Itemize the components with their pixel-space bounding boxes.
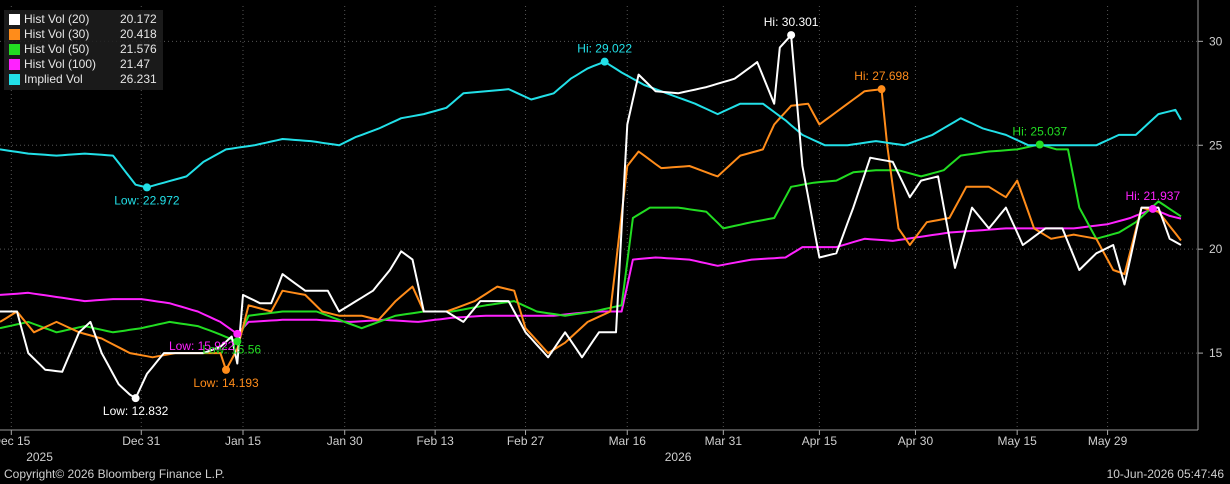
legend-item: Hist Vol (100) 21.47 <box>9 57 157 72</box>
legend-name: Hist Vol (20) <box>24 12 90 26</box>
legend-swatch <box>9 59 20 70</box>
legend-swatch <box>9 74 20 85</box>
series-line-hist-vol-100 <box>0 207 1182 335</box>
extreme-marker <box>600 57 609 66</box>
series-line-hist-vol-50 <box>0 143 1182 343</box>
y-tick-label: 15 <box>1209 346 1223 360</box>
series-line-hist-vol-20 <box>0 34 1182 400</box>
x-tick-label: Mar 16 <box>609 434 647 448</box>
extreme-marker <box>1035 140 1044 149</box>
extreme-marker <box>222 365 231 374</box>
legend-item: Hist Vol (30) 20.418 <box>9 27 157 42</box>
copyright: Copyright© 2026 Bloomberg Finance L.P. <box>4 467 225 481</box>
x-tick-label: Jan 30 <box>327 434 363 448</box>
series-lines <box>0 34 1182 400</box>
year-label: 2025 <box>26 450 53 464</box>
x-tick-label: Feb 13 <box>416 434 454 448</box>
legend-name: Hist Vol (30) <box>24 27 90 41</box>
x-tick-label: Mar 31 <box>705 434 743 448</box>
x-tick-label: Jan 15 <box>225 434 261 448</box>
legend-item: Hist Vol (20) 20.172 <box>9 12 157 27</box>
gridlines <box>0 6 1198 430</box>
extreme-marker <box>233 329 242 338</box>
extreme-label: Low: 22.972 <box>114 193 180 207</box>
extreme-label: Low: 15.56 <box>202 342 261 356</box>
year-label: 2026 <box>665 450 692 464</box>
extreme-label: Hi: 25.037 <box>1012 124 1067 138</box>
extreme-marker <box>877 85 886 94</box>
legend-value: 21.47 <box>120 57 151 71</box>
x-tick-label: May 29 <box>1088 434 1128 448</box>
legend-swatch <box>9 44 20 55</box>
legend-swatch <box>9 29 20 40</box>
legend-name: Implied Vol <box>24 72 83 86</box>
extreme-marker <box>1148 204 1157 213</box>
y-tick-label: 20 <box>1209 242 1223 256</box>
x-tick-label: May 15 <box>997 434 1037 448</box>
legend-value: 20.172 <box>120 12 157 26</box>
series-line-implied-vol <box>0 60 1182 189</box>
legend-swatch <box>9 14 20 25</box>
legend-name: Hist Vol (50) <box>24 42 90 56</box>
x-tick-label: Feb 27 <box>507 434 545 448</box>
y-tick-label: 30 <box>1209 34 1223 48</box>
annotations: Hi: 30.301 Hi: 29.022 Hi: 27.698 Hi: 25.037… <box>103 15 1181 418</box>
legend-name: Hist Vol (100) <box>24 57 97 71</box>
legend-value: 20.418 <box>120 27 157 41</box>
x-tick-label: Apr 30 <box>898 434 934 448</box>
x-tick-label: Dec 31 <box>122 434 160 448</box>
legend-item: Implied Vol 26.231 <box>9 72 157 87</box>
extreme-label: Low: 15.922 <box>169 339 235 353</box>
extreme-marker <box>131 394 140 403</box>
legend-value: 26.231 <box>120 72 157 86</box>
extreme-label: Hi: 27.698 <box>854 69 909 83</box>
extreme-label: Hi: 30.301 <box>764 15 819 29</box>
extreme-label: Hi: 21.937 <box>1125 189 1180 203</box>
extreme-marker <box>142 183 151 192</box>
series-line-hist-vol-30 <box>0 88 1182 371</box>
extreme-label: Low: 14.193 <box>193 376 259 390</box>
extreme-marker <box>787 31 796 40</box>
x-tick-label: Dec 15 <box>0 434 31 448</box>
legend-item: Hist Vol (50) 21.576 <box>9 42 157 57</box>
y-tick-label: 25 <box>1209 138 1223 152</box>
extreme-label: Hi: 29.022 <box>577 42 632 56</box>
extreme-marker <box>233 337 242 346</box>
legend-value: 21.576 <box>120 42 157 56</box>
extreme-label: Low: 12.832 <box>103 404 169 418</box>
timestamp: 10-Jun-2026 05:47:46 <box>1106 467 1224 481</box>
legend: Hist Vol (20) 20.172 Hist Vol (30) 20.418 Hi… <box>4 10 163 90</box>
x-tick-label: Apr 15 <box>802 434 838 448</box>
